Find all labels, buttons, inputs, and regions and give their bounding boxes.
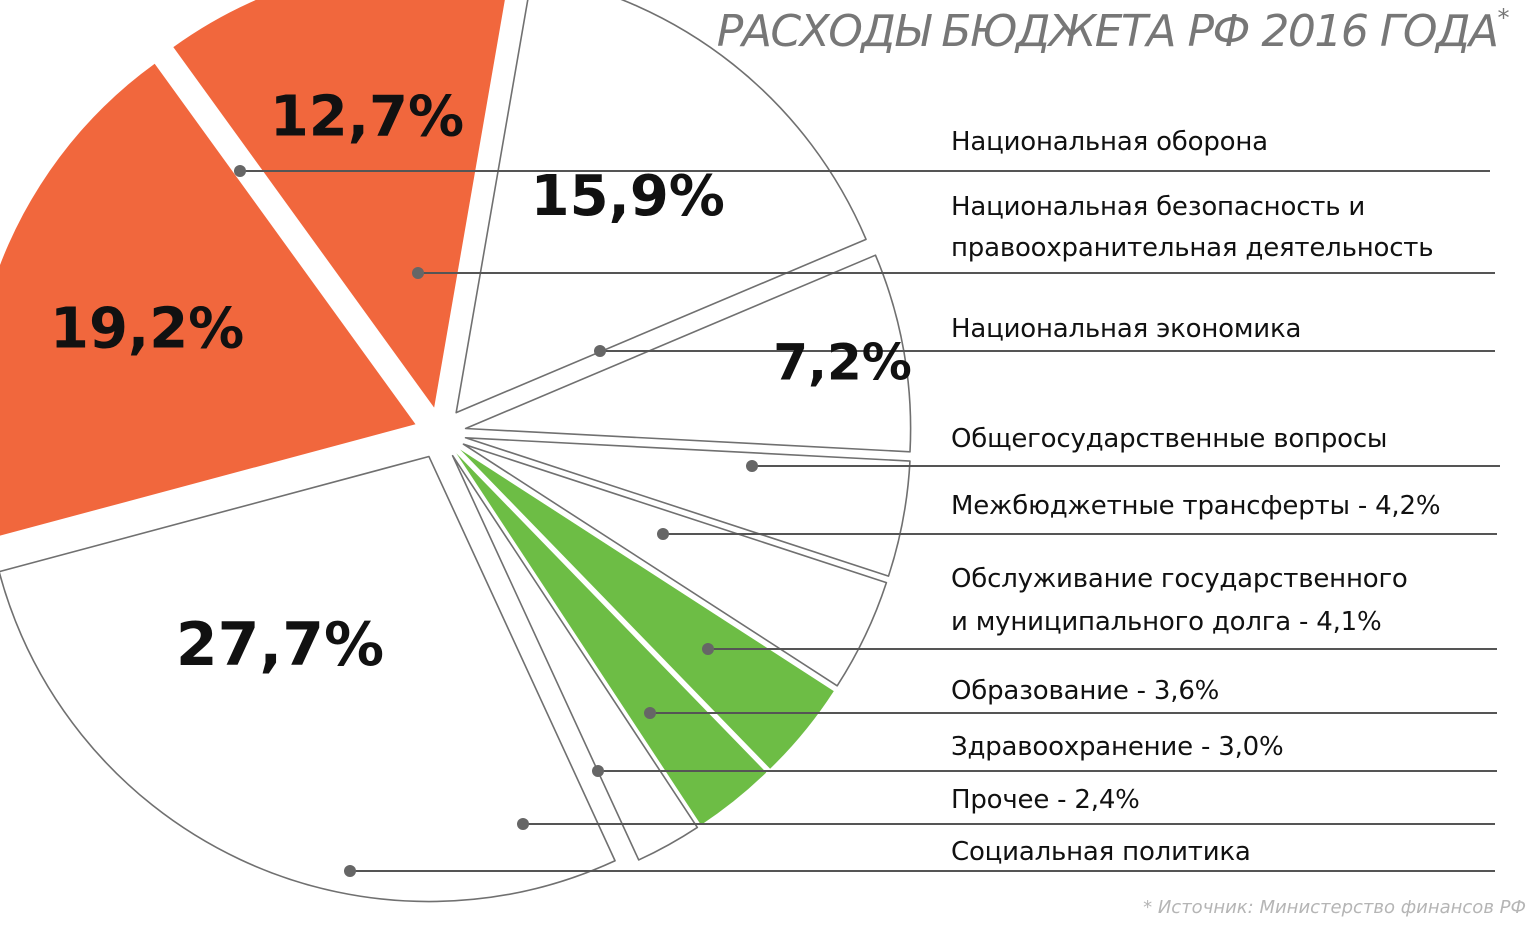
pie-slice-security	[173, 0, 505, 408]
chart-title: РАСХОДЫ БЮДЖЕТА РФ 2016 ГОДА*	[716, 4, 1510, 57]
leader-dot-general	[746, 460, 758, 472]
pie-slice-label-defense: 19,2%	[50, 296, 244, 361]
pie-slice-other	[451, 454, 699, 861]
pie-slice-label-economy: 15,9%	[531, 164, 725, 229]
legend-label-security-line2: правоохранительная деятельность	[951, 233, 1434, 263]
leader-dot-security	[412, 267, 424, 279]
source-note: * Источник: Министерство финансов РФ	[1143, 897, 1526, 918]
legend-label-social: Социальная политика	[951, 837, 1251, 867]
leader-dot-economy	[594, 345, 606, 357]
legend-label-debt-line1: Обслуживание государственного	[951, 564, 1408, 594]
legend-label-health: Здравоохранение - 3,0%	[951, 732, 1284, 762]
leader-dot-other	[517, 818, 529, 830]
leader-dot-social	[344, 865, 356, 877]
leader-dot-education	[644, 707, 656, 719]
legend-label-debt-line2: и муниципального долга - 4,1%	[951, 607, 1382, 637]
legend-label-transfers: Межбюджетные трансферты - 4,2%	[951, 491, 1441, 521]
leader-dot-health	[592, 765, 604, 777]
legend-label-security-line1: Национальная безопасность и	[951, 192, 1366, 222]
legend-label-defense: Национальная оборона	[951, 127, 1268, 157]
pie-slice-education	[460, 449, 834, 769]
pie-slice-economy	[455, 0, 867, 414]
pie-slice-social	[0, 455, 616, 903]
legend-label-other: Прочее - 2,4%	[951, 785, 1140, 815]
leader-dot-debt	[702, 643, 714, 655]
leader-dot-transfers	[657, 528, 669, 540]
pie-slice-debt	[462, 443, 888, 687]
pie-slice-transfers	[464, 436, 911, 577]
legend-label-economy: Национальная экономика	[951, 314, 1302, 344]
pie-slice-health	[456, 453, 767, 825]
pie-slice-defense	[0, 63, 416, 536]
pie-slice-label-social: 27,7%	[176, 610, 384, 680]
pie-slice-label-security: 12,7%	[270, 85, 464, 150]
leader-dot-defense	[234, 165, 246, 177]
legend-label-education: Образование - 3,6%	[951, 676, 1220, 706]
pie-slice-label-general: 7,2%	[773, 333, 912, 391]
legend-label-general: Общегосударственные вопросы	[951, 424, 1388, 454]
